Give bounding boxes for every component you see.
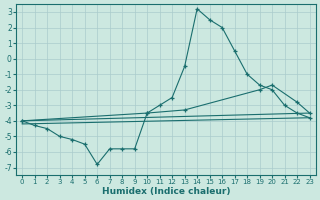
X-axis label: Humidex (Indice chaleur): Humidex (Indice chaleur)	[102, 187, 230, 196]
